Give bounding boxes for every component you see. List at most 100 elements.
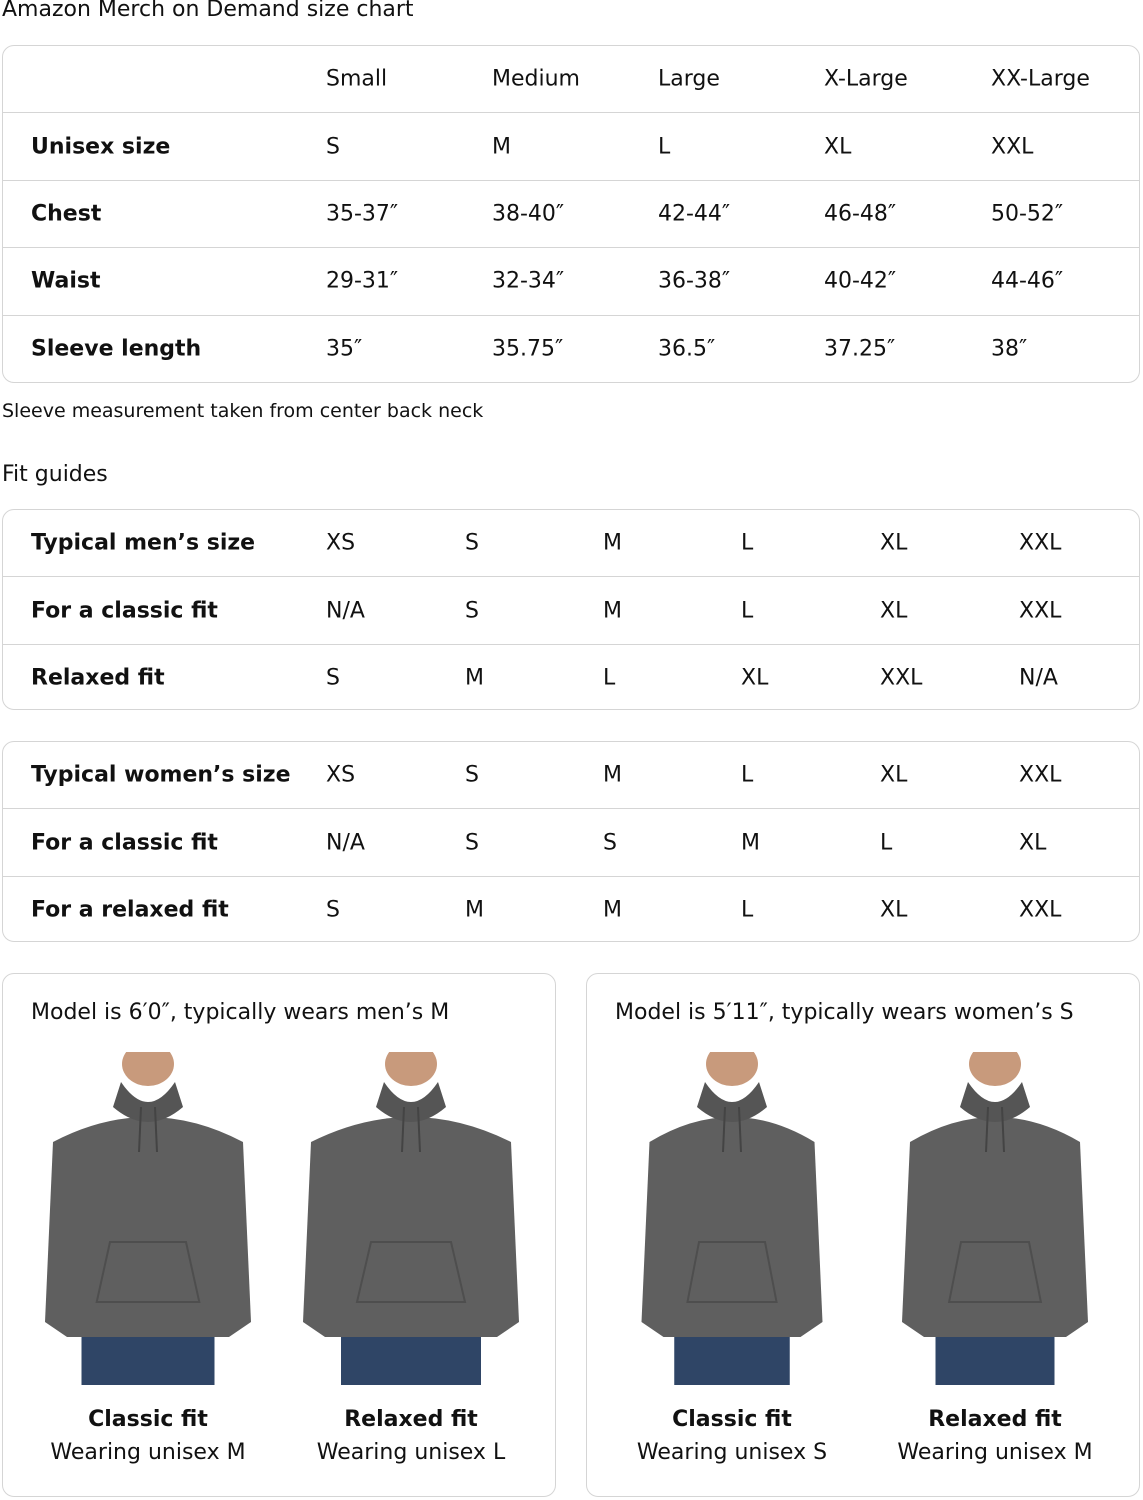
fit-caption: Classic fit <box>672 1407 792 1432</box>
table-cell: S <box>326 897 340 923</box>
header-row: Small Medium Large X-Large XX-Large <box>3 46 1139 114</box>
row-label: Relaxed fit <box>31 665 165 691</box>
table-cell: XL <box>880 897 908 923</box>
table-cell: N/A <box>1019 665 1058 691</box>
table-row: Sleeve length 35″ 35.75″ 36.5″ 37.25″ 38″ <box>3 316 1139 382</box>
sleeve-note: Sleeve measurement taken from center bac… <box>2 400 484 422</box>
row-label: For a relaxed fit <box>31 897 229 923</box>
table-cell: 44-46″ <box>991 268 1064 294</box>
row-label: Typical men’s size <box>31 530 256 556</box>
hoodie-photo <box>641 1052 823 1385</box>
table-cell: XXL <box>1019 762 1062 788</box>
table-cell: S <box>465 530 479 556</box>
table-cell: XXL <box>1019 530 1062 556</box>
table-cell: 32-34″ <box>492 268 565 294</box>
table-cell: XL <box>880 530 908 556</box>
table-row: Typical men’s size XS S M L XL XXL <box>3 510 1139 578</box>
table-row: For a classic fit N/A S M L XL XXL <box>3 577 1139 645</box>
table-cell: L <box>741 762 754 788</box>
model-figure: Relaxed fit Wearing unisex M <box>880 1052 1110 1465</box>
table-cell: L <box>741 530 754 556</box>
model-figure: Relaxed fit Wearing unisex L <box>296 1052 526 1465</box>
mens-model-card: Model is 6′0″, typically wears men’s M C… <box>2 973 556 1497</box>
row-label: Chest <box>31 201 102 227</box>
table-cell: 35.75″ <box>492 336 564 362</box>
table-cell: XXL <box>880 665 923 691</box>
table-cell: 50-52″ <box>991 201 1064 227</box>
table-cell: 42-44″ <box>658 201 731 227</box>
wearing-caption: Wearing unisex L <box>316 1440 506 1465</box>
table-cell: XS <box>326 530 356 556</box>
wearing-caption: Wearing unisex M <box>50 1440 246 1465</box>
table-cell: 36-38″ <box>658 268 731 294</box>
table-cell: M <box>603 530 622 556</box>
hoodie-photo <box>303 1052 519 1385</box>
model-figure: Classic fit Wearing unisex M <box>33 1052 263 1465</box>
table-cell: 29-31″ <box>326 268 399 294</box>
fit-caption: Classic fit <box>88 1407 208 1432</box>
table-cell: XS <box>326 762 356 788</box>
table-cell: S <box>465 598 479 624</box>
row-label: For a classic fit <box>31 598 218 624</box>
table-cell: L <box>658 134 671 160</box>
column-header: X-Large <box>824 66 908 92</box>
table-cell: S <box>465 830 479 856</box>
table-row: Unisex size S M L XL XXL <box>3 113 1139 181</box>
column-header: Small <box>326 66 388 92</box>
page-title: Amazon Merch on Demand size chart <box>2 0 414 22</box>
model-figure: Classic fit Wearing unisex S <box>617 1052 847 1465</box>
table-cell: N/A <box>326 598 365 624</box>
table-cell: XL <box>880 598 908 624</box>
table-cell: L <box>741 598 754 624</box>
model-heading: Model is 6′0″, typically wears men’s M <box>31 1000 450 1025</box>
row-label: Unisex size <box>31 134 171 160</box>
table-cell: S <box>603 830 617 856</box>
table-cell: XXL <box>1019 598 1062 624</box>
table-cell: XL <box>880 762 908 788</box>
table-cell: M <box>603 598 622 624</box>
table-cell: L <box>741 897 754 923</box>
table-cell: M <box>465 665 484 691</box>
column-header: XX-Large <box>991 66 1090 92</box>
table-cell: 38″ <box>991 336 1028 362</box>
hoodie-photo <box>45 1052 251 1385</box>
wearing-caption: Wearing unisex S <box>636 1440 828 1465</box>
row-label: Sleeve length <box>31 336 202 362</box>
table-cell: XXL <box>991 134 1034 160</box>
fit-caption: Relaxed fit <box>344 1407 478 1432</box>
table-cell: XL <box>824 134 852 160</box>
row-label: For a classic fit <box>31 830 218 856</box>
table-cell: 35″ <box>326 336 363 362</box>
table-cell: M <box>492 134 511 160</box>
table-cell: M <box>603 897 622 923</box>
table-cell: XXL <box>1019 897 1062 923</box>
table-cell: N/A <box>326 830 365 856</box>
table-cell: M <box>741 830 760 856</box>
table-cell: XL <box>741 665 769 691</box>
table-row: Relaxed fit S M L XL XXL N/A <box>3 645 1139 709</box>
table-row: Chest 35-37″ 38-40″ 42-44″ 46-48″ 50-52″ <box>3 181 1139 249</box>
hoodie-photo <box>902 1052 1088 1385</box>
table-cell: M <box>465 897 484 923</box>
table-cell: S <box>326 665 340 691</box>
model-heading: Model is 5′11″, typically wears women’s … <box>615 1000 1074 1025</box>
table-cell: 46-48″ <box>824 201 897 227</box>
table-cell: 35-37″ <box>326 201 399 227</box>
mens-fit-table: Typical men’s size XS S M L XL XXL For a classi… <box>2 509 1140 710</box>
table-cell: 40-42″ <box>824 268 897 294</box>
table-row: For a classic fit N/A S S M L XL <box>3 809 1139 877</box>
table-cell: XL <box>1019 830 1047 856</box>
table-cell: L <box>880 830 893 856</box>
wearing-caption: Wearing unisex M <box>897 1440 1093 1465</box>
table-cell: S <box>326 134 340 160</box>
womens-model-card: Model is 5′11″, typically wears women’s … <box>586 973 1140 1497</box>
table-cell: M <box>603 762 622 788</box>
fit-caption: Relaxed fit <box>928 1407 1062 1432</box>
row-label: Typical women’s size <box>31 762 291 788</box>
table-cell: S <box>465 762 479 788</box>
column-header: Medium <box>492 66 580 92</box>
table-cell: 36.5″ <box>658 336 716 362</box>
table-row: For a relaxed fit S M M L XL XXL <box>3 877 1139 941</box>
womens-fit-table: Typical women’s size XS S M L XL XXL For a clas… <box>2 741 1140 942</box>
table-cell: L <box>603 665 616 691</box>
